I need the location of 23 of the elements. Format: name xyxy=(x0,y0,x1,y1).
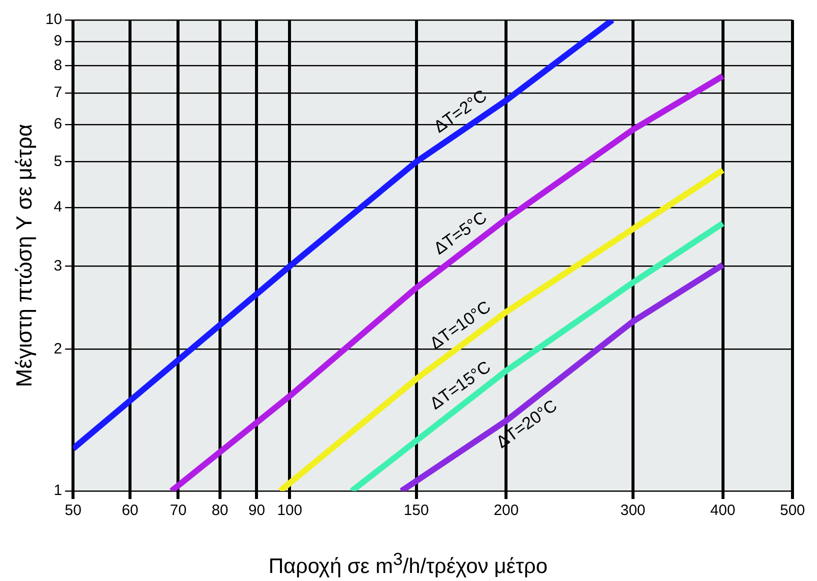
y-tick-label: 9 xyxy=(54,32,62,50)
x-tick-label: 300 xyxy=(620,502,646,520)
x-tick-label: 60 xyxy=(122,502,138,520)
y-tick-label: 8 xyxy=(54,56,62,74)
y-tick-label: 3 xyxy=(54,257,62,274)
x-tick-label: 400 xyxy=(710,502,736,520)
y-axis-title: Μέγιστη πτώση Υ σε μέτρα xyxy=(11,124,36,388)
x-tick-label: 100 xyxy=(277,502,302,520)
y-tick-label: 2 xyxy=(54,340,62,358)
x-axis-title: Παροχή σε m$^{3}$/h/τρέχον μέτρο xyxy=(267,549,549,579)
y-tick-label: 1 xyxy=(54,482,62,500)
y-tick-label: 7 xyxy=(54,84,62,102)
y-tick-label: 10 xyxy=(45,11,62,28)
x-tick-label: 80 xyxy=(212,502,228,520)
x-tick-label: 200 xyxy=(494,502,519,520)
y-tick-label: 6 xyxy=(54,116,62,133)
y-tick-label: 4 xyxy=(54,198,62,216)
x-tick-label: 70 xyxy=(170,502,187,520)
x-tick-label: 500 xyxy=(780,502,805,520)
y-tick-label: 5 xyxy=(54,152,62,170)
x-tick-label: 50 xyxy=(64,502,82,520)
x-tick-label: 150 xyxy=(404,502,429,520)
x-tick-label: 90 xyxy=(248,502,266,520)
